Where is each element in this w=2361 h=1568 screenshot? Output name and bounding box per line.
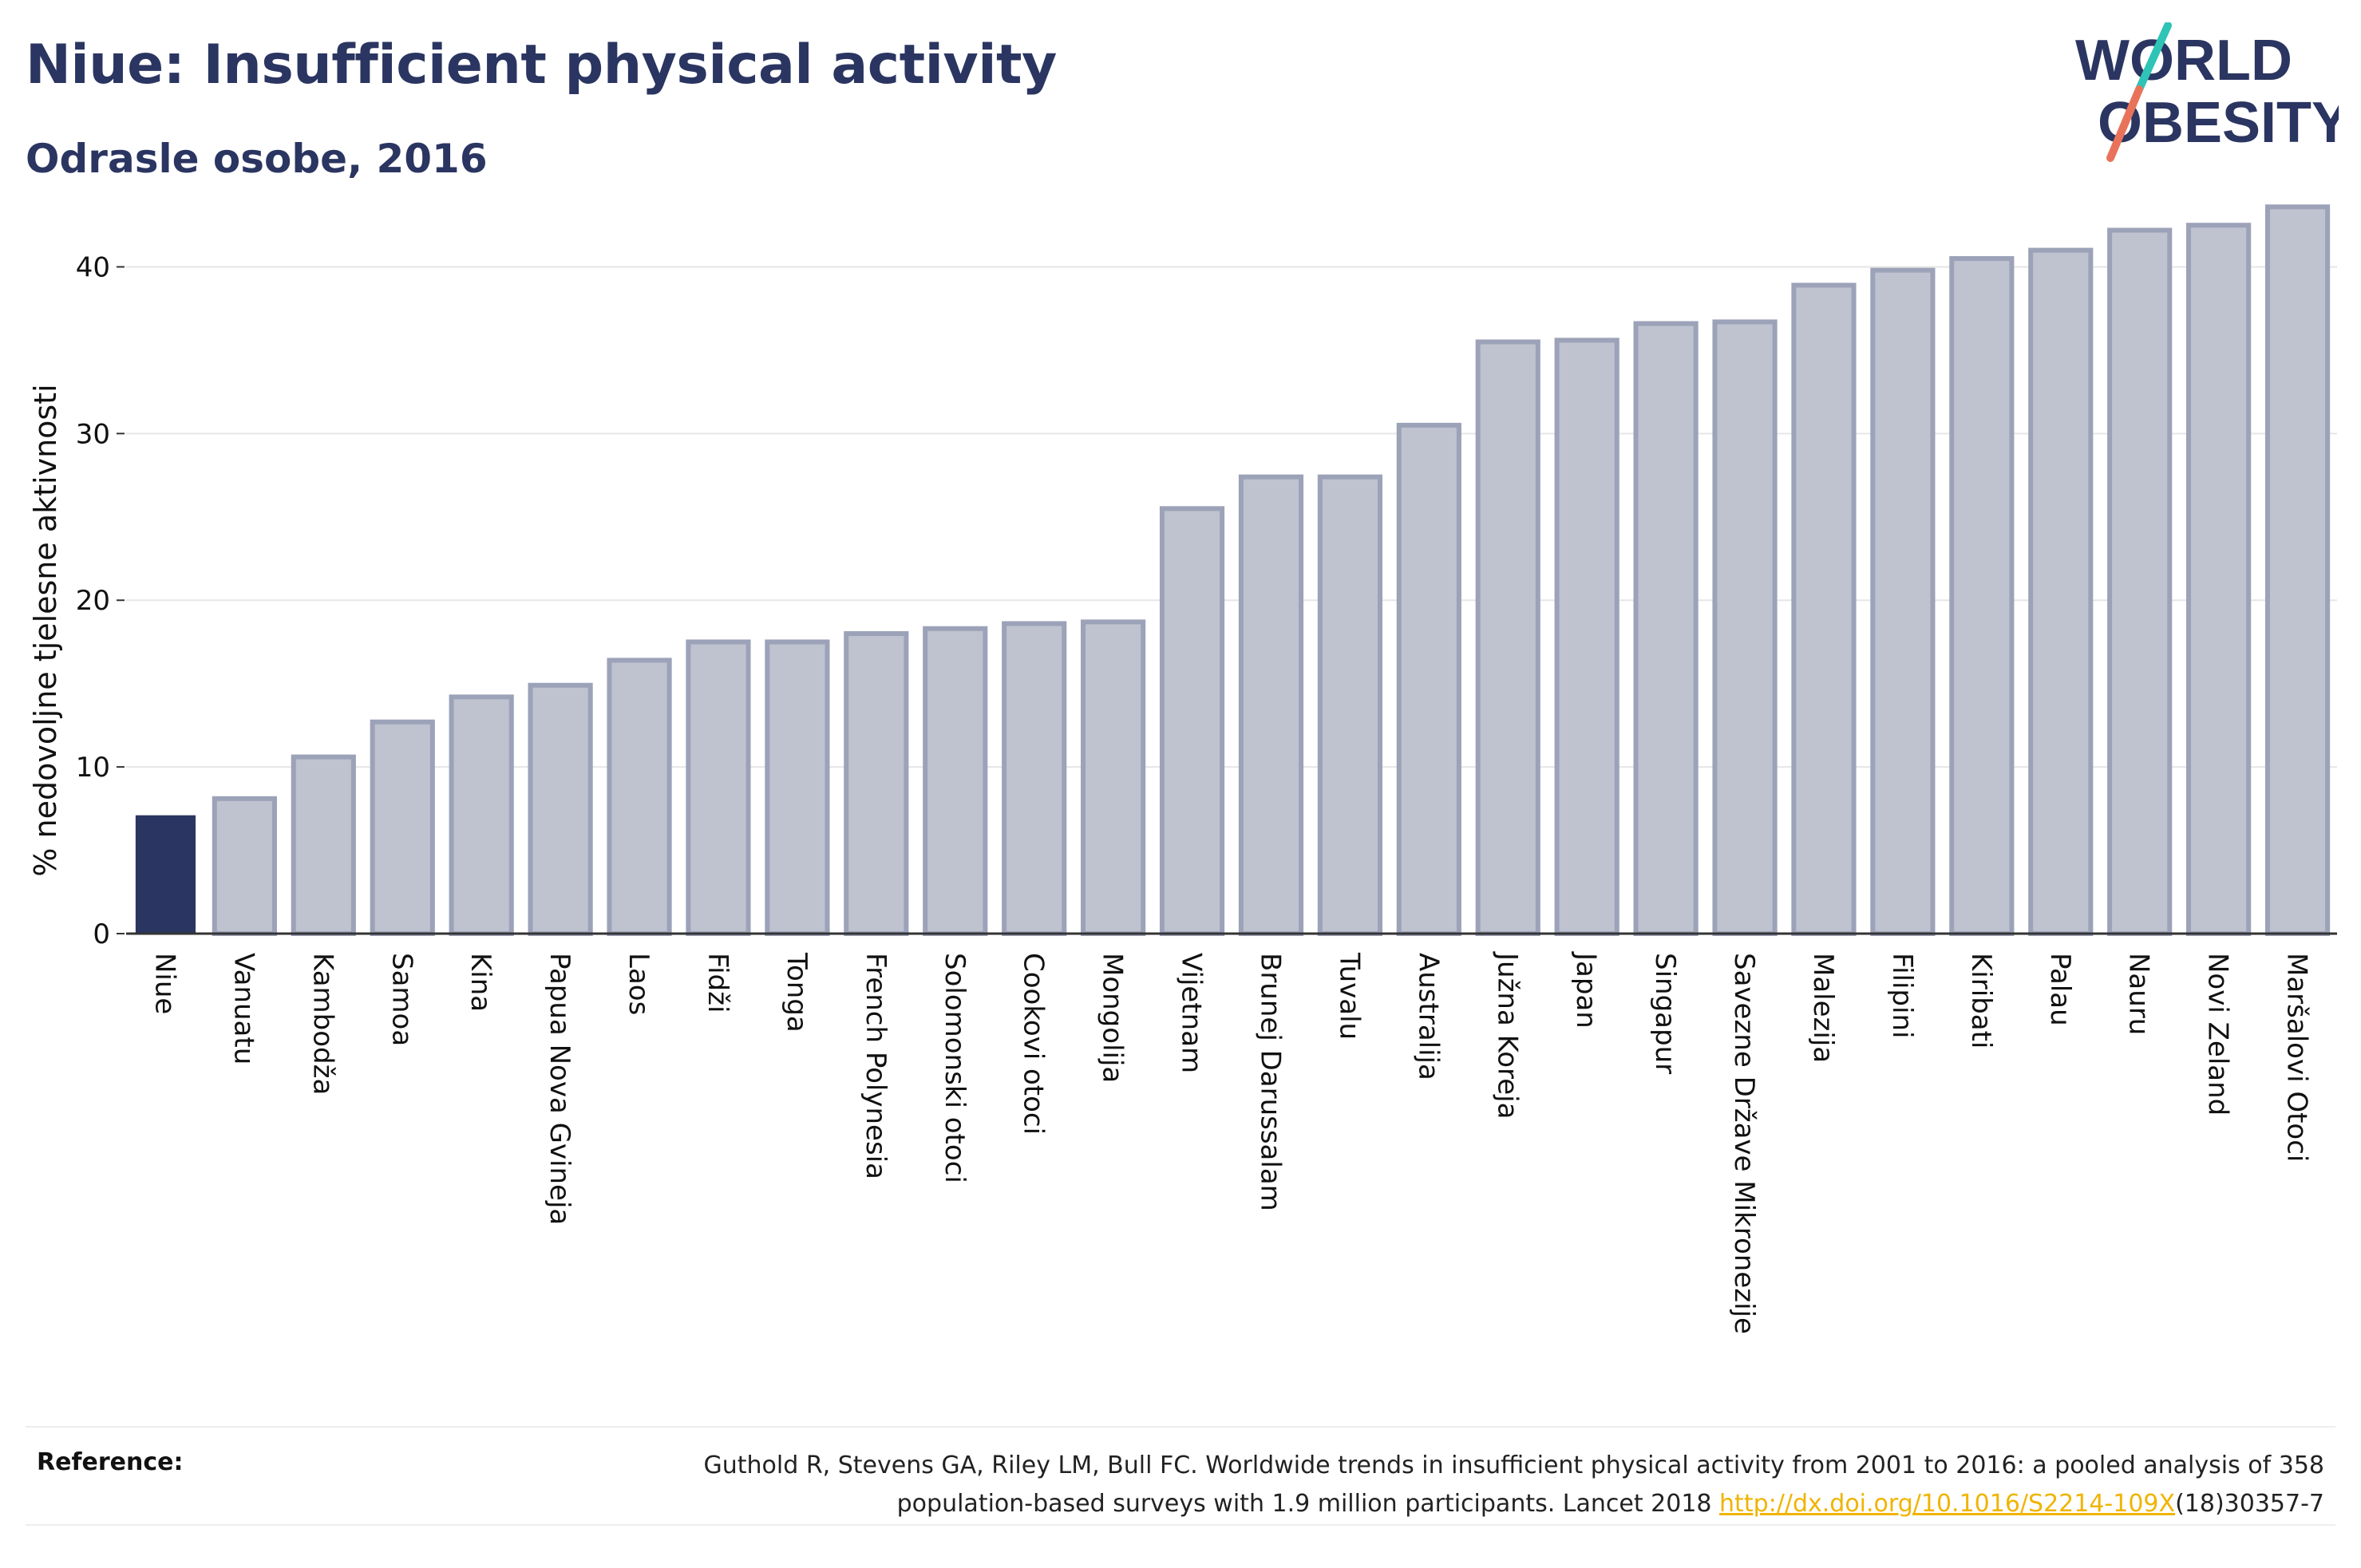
bar-malezija xyxy=(1791,282,1857,936)
bars xyxy=(135,204,2331,937)
bar-laos xyxy=(607,658,672,937)
bar-japan xyxy=(1554,338,1619,937)
x-tick-label: Kiribati xyxy=(1965,953,1997,1049)
x-tick-label: Novi Zeland xyxy=(2202,953,2234,1116)
y-tick-label: 0 xyxy=(93,918,110,950)
bar-australija xyxy=(1396,422,1461,936)
bar-ju-na-koreja xyxy=(1475,339,1540,936)
x-tick-label: Niue xyxy=(148,953,180,1014)
x-tick-label: Brunej Darussalam xyxy=(1254,953,1286,1211)
chart-title: Niue: Insufficient physical activity xyxy=(26,34,1057,97)
bar-tuvalu xyxy=(1317,474,1382,936)
x-tick-label: Japan xyxy=(1570,951,1602,1029)
bar-kambod-a xyxy=(291,754,356,936)
bar-mongolija xyxy=(1081,619,1146,937)
x-tick-label: Papua Nova Gvineja xyxy=(544,953,575,1225)
bar-kiribati xyxy=(1949,256,2015,936)
x-tick-label: Solomonski otoci xyxy=(939,953,971,1183)
logo-slash-teal xyxy=(2135,22,2172,93)
x-tick-label: Vanuatu xyxy=(227,953,259,1064)
bar-fid-i xyxy=(686,639,751,936)
x-tick-label: Cookovi otoci xyxy=(1018,953,1050,1135)
reference-label: Reference: xyxy=(37,1448,184,1476)
reference-doi-link[interactable]: http://dx.doi.org/10.1016/S2214-109X xyxy=(1719,1490,2176,1518)
bar-mar-alovi-otoci xyxy=(2264,204,2331,936)
x-tick-label: Savezne Države Mikronezije xyxy=(1728,953,1760,1334)
x-tick-label: Nauru xyxy=(2123,953,2155,1035)
bar-filipini xyxy=(1870,267,1936,937)
reference-divider-bottom xyxy=(26,1524,2335,1526)
bar-brunej-darussalam xyxy=(1238,474,1304,936)
x-tick-label: Fidži xyxy=(702,953,734,1013)
reference-line-2: population-based surveys with 1.9 millio… xyxy=(488,1485,2324,1523)
x-tick-label: Tuvalu xyxy=(1333,952,1365,1040)
bar-novi-zeland xyxy=(2186,223,2252,936)
x-tick-label: Filipini xyxy=(1886,953,1918,1038)
x-tick-label: Malezija xyxy=(1807,953,1839,1063)
x-tick-label: Singapur xyxy=(1649,953,1681,1074)
bar-tonga xyxy=(765,639,830,936)
bar-palau xyxy=(2028,247,2094,936)
x-tick-label: Mongolija xyxy=(1097,953,1129,1083)
bar-chart: 0 10 20 30 40 Niue Vanuatu Kambodža Samoa Kina Pap… xyxy=(28,204,2337,1334)
x-tick-label: Australija xyxy=(1412,953,1444,1080)
bar-samoa xyxy=(370,719,435,936)
reference-line-2-pre: population-based surveys with 1.9 millio… xyxy=(896,1490,1720,1518)
y-tick-label: 20 xyxy=(76,585,110,617)
x-tick-label: Samoa xyxy=(386,953,417,1046)
logo-slash-coral xyxy=(2106,85,2143,162)
bar-kina xyxy=(449,694,514,937)
chart-subtitle: Odrasle osobe, 2016 xyxy=(26,136,488,182)
x-tick-label: French Polynesia xyxy=(860,953,892,1179)
x-tick-label: Laos xyxy=(623,953,655,1015)
bar-cookovi-otoci xyxy=(1002,621,1067,936)
logo-text-obesity: OBESITY xyxy=(2098,91,2339,155)
reference-text: Guthold R, Stevens GA, Riley LM, Bull FC… xyxy=(488,1447,2324,1523)
axes: 0 10 20 30 40 Niue Vanuatu Kambodža Samoa Kina Pap… xyxy=(76,251,2337,1334)
x-tick-label: Kambodža xyxy=(306,953,338,1095)
x-tick-label: Kina xyxy=(465,953,496,1012)
x-tick-label: Vijetnam xyxy=(1176,953,1208,1073)
bar-singapur xyxy=(1633,321,1699,936)
x-tick-label: Južna Koreja xyxy=(1491,951,1523,1119)
reference-divider-top xyxy=(26,1426,2335,1428)
x-tick-label: Palau xyxy=(2044,953,2076,1026)
y-tick-label: 30 xyxy=(76,418,110,450)
bar-vanuatu xyxy=(212,796,277,936)
bar-french-polynesia xyxy=(844,631,909,936)
x-tick-label: Tonga xyxy=(781,952,813,1033)
bar-niue xyxy=(135,815,196,934)
bar-vijetnam xyxy=(1159,506,1225,936)
reference-line-1: Guthold R, Stevens GA, Riley LM, Bull FC… xyxy=(703,1451,2324,1479)
y-axis-label: % nedovoljne tjelesne aktivnosti xyxy=(28,384,63,876)
bar-nauru xyxy=(2107,227,2173,936)
bar-papua-nova-gvineja xyxy=(528,682,593,936)
reference-line-2-post: (18)30357-7 xyxy=(2175,1490,2324,1518)
bar-solomonski-otoci xyxy=(923,626,988,936)
bar-savezne-dr-ave-mikronezije xyxy=(1712,319,1778,936)
y-tick-label: 40 xyxy=(76,251,110,283)
y-tick-label: 10 xyxy=(76,752,110,784)
x-tick-label: Maršalovi Otoci xyxy=(2281,953,2313,1162)
logo-text-world: WORLD xyxy=(2075,29,2292,93)
world-obesity-logo: WORLD OBESITY xyxy=(2075,22,2350,174)
